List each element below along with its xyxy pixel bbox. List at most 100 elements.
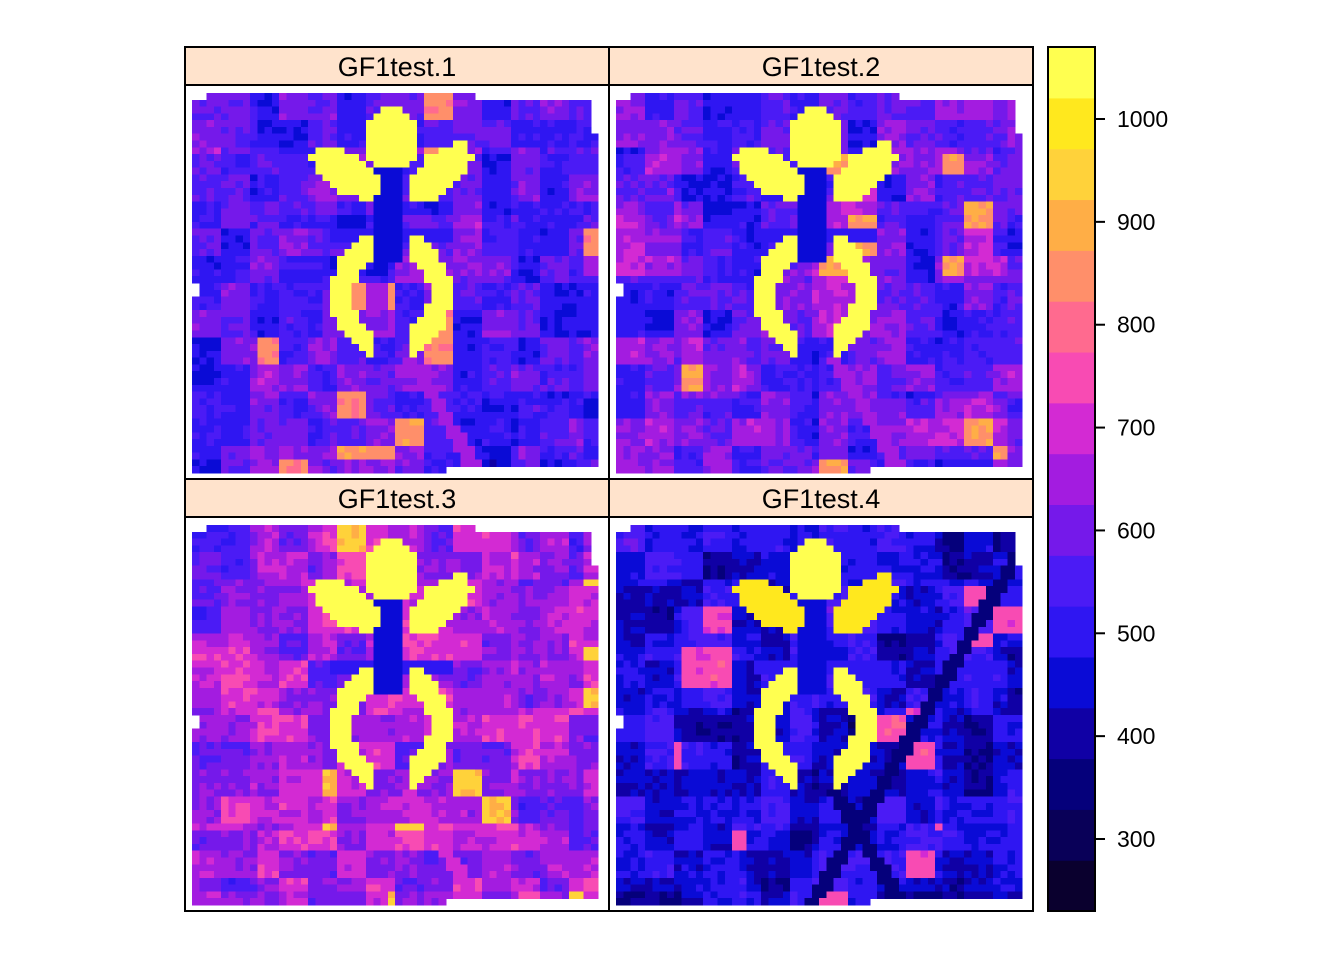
raster-cell: [971, 242, 980, 250]
raster-cell: [681, 296, 690, 304]
raster-cell: [293, 330, 302, 338]
raster-cell: [826, 255, 835, 264]
raster-cell: [862, 262, 871, 271]
raster-cell: [1000, 140, 1009, 148]
raster-cell: [739, 228, 748, 237]
raster-cell: [366, 371, 374, 379]
raster-cell: [590, 235, 599, 243]
raster-cell: [569, 99, 577, 108]
raster-cell: [971, 255, 980, 264]
raster-cell: [431, 221, 440, 230]
raster-cell: [927, 174, 936, 182]
raster-cell: [913, 310, 922, 318]
raster-cell: [971, 221, 980, 230]
raster-cell: [351, 215, 360, 223]
raster-cell: [554, 181, 563, 189]
raster-cell: [416, 466, 425, 474]
raster-cell: [329, 466, 338, 474]
raster-cell: [235, 330, 244, 338]
raster-cell: [710, 249, 719, 257]
raster-cell: [213, 126, 222, 135]
raster-cell: [351, 249, 360, 257]
raster-cell: [652, 188, 661, 196]
raster-cell: [358, 344, 367, 352]
raster-cell: [891, 113, 900, 121]
raster-cell: [344, 242, 353, 250]
raster-cell: [395, 439, 403, 447]
raster-cell: [964, 289, 972, 298]
raster-cell: [315, 140, 324, 148]
raster-cell: [775, 283, 784, 291]
raster-cell: [300, 201, 309, 209]
raster-cell: [300, 323, 309, 332]
raster-cell: [496, 255, 505, 264]
raster-cell: [659, 249, 668, 257]
raster-cell: [387, 113, 396, 121]
raster-cell: [503, 113, 512, 121]
raster-cell: [308, 296, 316, 304]
raster-cell: [561, 255, 570, 264]
raster-cell: [221, 337, 229, 345]
raster-cell: [659, 194, 668, 203]
raster-cell: [192, 310, 200, 318]
raster-cell: [797, 215, 806, 223]
raster-cell: [833, 208, 842, 216]
raster-cell: [373, 99, 382, 108]
raster-cell: [192, 235, 200, 243]
raster-cell: [257, 106, 266, 114]
raster-cell: [358, 235, 367, 243]
raster-cell: [554, 432, 563, 440]
raster-cell: [840, 120, 849, 128]
raster-cell: [753, 120, 762, 128]
raster-cell: [416, 235, 425, 243]
raster-cell: [840, 167, 849, 176]
raster-cell: [652, 194, 661, 203]
raster-cell: [322, 439, 331, 447]
raster-cell: [337, 452, 345, 461]
raster-cell: [315, 255, 324, 264]
raster-cell: [935, 303, 943, 311]
raster-cell: [590, 255, 599, 264]
raster-cell: [884, 289, 893, 298]
raster-cell: [474, 425, 483, 433]
raster-cell: [732, 120, 740, 128]
raster-cell: [569, 350, 577, 359]
raster-cell: [424, 432, 432, 440]
raster-cell: [645, 120, 653, 128]
raster-cell: [228, 174, 237, 182]
raster-cell: [782, 276, 791, 284]
raster-cell: [898, 283, 907, 291]
raster-cell: [583, 221, 592, 230]
raster-cell: [782, 167, 791, 176]
raster-cell: [569, 371, 577, 379]
raster-cell: [681, 120, 690, 128]
raster-cell: [732, 316, 740, 325]
raster-cell: [271, 411, 280, 420]
raster-cell: [511, 384, 519, 393]
raster-cell: [703, 93, 711, 101]
raster-cell: [409, 242, 418, 250]
raster-cell: [300, 167, 309, 176]
raster-cell: [518, 452, 527, 461]
raster-cell: [782, 310, 791, 318]
raster-cell: [971, 303, 980, 311]
raster-cell: [681, 235, 690, 243]
raster-cell: [978, 262, 987, 271]
raster-cell: [978, 255, 987, 264]
raster-cell: [623, 228, 632, 237]
raster-cell: [927, 316, 936, 325]
raster-cell: [395, 357, 403, 366]
raster-cell: [308, 378, 316, 386]
raster-cell: [906, 113, 914, 121]
raster-cell: [695, 283, 704, 291]
raster-cell: [942, 235, 951, 243]
raster-cell: [569, 405, 577, 413]
raster-cell: [547, 418, 556, 427]
raster-cell: [474, 296, 483, 304]
raster-cell: [279, 181, 287, 189]
raster-cell: [496, 188, 505, 196]
raster-cell: [724, 126, 733, 135]
raster-cell: [300, 154, 309, 162]
raster-cell: [445, 113, 454, 121]
raster-cell: [395, 188, 403, 196]
